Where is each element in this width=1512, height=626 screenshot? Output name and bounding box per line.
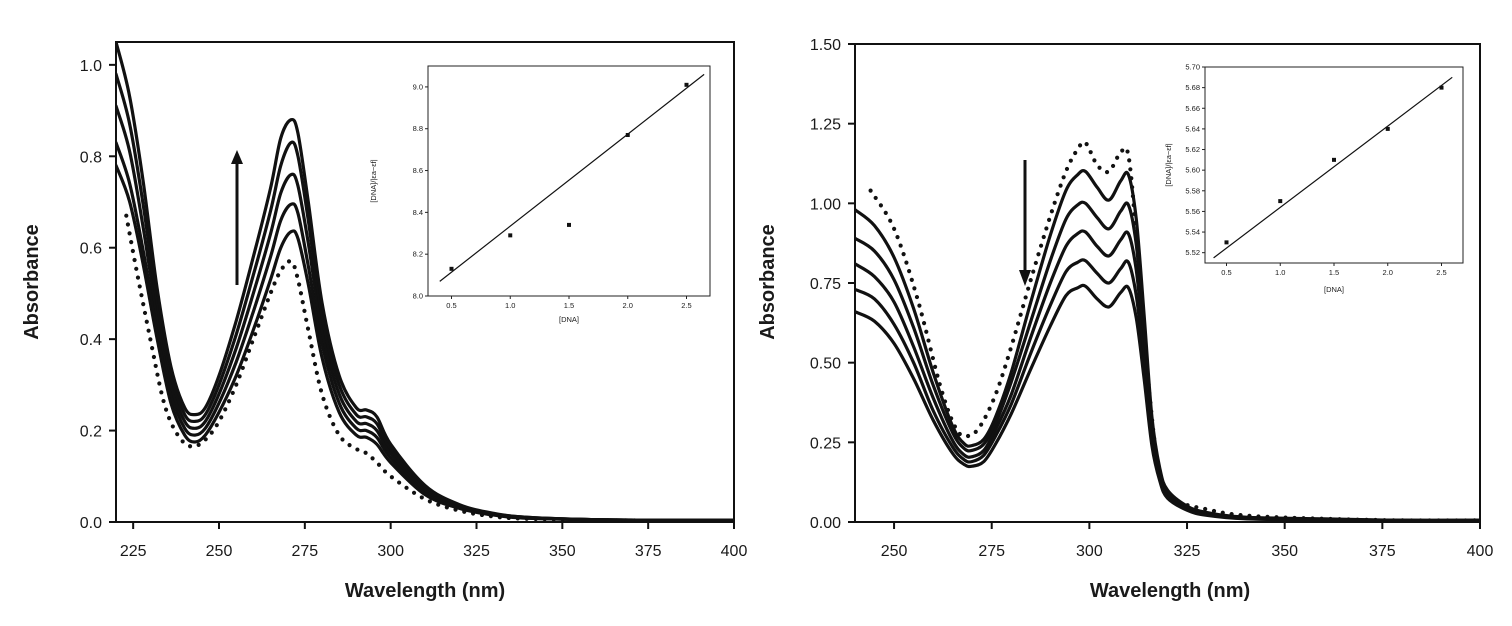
x-tick-label: 300	[377, 543, 404, 560]
y-tick-label: 0.50	[810, 356, 841, 373]
inset-x-tick-label: 2.5	[1436, 268, 1446, 277]
inset-chart: 0.5 1.0 1.5 2.0 2.5 5.52 5.54 5.56 5.58 5.60 5.62 5…	[1162, 58, 1470, 296]
y-tick-label: 1.25	[810, 117, 841, 134]
inset-background	[365, 56, 720, 352]
y-tick-label: 0.6	[80, 241, 102, 258]
inset-x-tick-label: 2.0	[623, 301, 633, 310]
inset-background	[1162, 58, 1470, 296]
x-tick-label: 225	[120, 543, 147, 560]
y-axis-title: Absorbance	[21, 224, 43, 340]
inset-data-point	[1385, 126, 1390, 131]
inset-data-point	[1278, 199, 1283, 204]
decrease-arrow-head	[1019, 270, 1031, 286]
inset-y-tick-label: 8.8	[413, 124, 423, 133]
inset-y-tick-label: 5.70	[1185, 63, 1200, 72]
x-axis-title: Wavelength (nm)	[1090, 580, 1250, 602]
series-line-4	[855, 258, 1480, 522]
series-dotted-free-compound	[124, 213, 734, 522]
y-tick-label: 0.00	[810, 515, 841, 532]
inset-y-tick-label: 8.2	[413, 250, 423, 259]
inset-x-tick-label: 1.5	[564, 301, 574, 310]
inset-x-tick-label: 0.5	[1221, 268, 1231, 277]
inset-y-tick-label: 5.64	[1185, 124, 1200, 133]
y-tick-label: 0.8	[80, 149, 102, 166]
y-tick-label: 0.25	[810, 435, 841, 452]
inset-data-point	[1224, 240, 1229, 245]
inset-y-tick-label: 5.66	[1185, 104, 1200, 113]
y-tick-label: 1.0	[80, 58, 102, 75]
inset-data-point	[508, 233, 513, 238]
x-tick-label: 250	[206, 543, 233, 560]
inset-y-label: [DNA]/|εa−εf|	[369, 159, 378, 202]
x-tick-label: 400	[1467, 543, 1494, 560]
inset-y-tick-label: 5.62	[1185, 145, 1200, 154]
x-axis-title: Wavelength (nm)	[345, 580, 505, 602]
x-tick-label: 400	[721, 543, 748, 560]
inset-x-tick-label: 1.0	[505, 301, 515, 310]
inset-fit-line	[439, 73, 705, 282]
series-line-5	[116, 42, 734, 522]
inset-data-point	[1439, 85, 1444, 90]
inset-data-point	[449, 266, 454, 271]
x-tick-label: 375	[1369, 543, 1396, 560]
inset-x-tick-label: 1.0	[1275, 268, 1285, 277]
inset-y-tick-label: 5.52	[1185, 248, 1200, 257]
inset-x-label: [DNA]	[559, 315, 579, 324]
inset-data-point	[684, 82, 689, 87]
series-line-5	[855, 283, 1480, 522]
x-tick-label: 350	[1271, 543, 1298, 560]
inset-marks: 0.5 1.0 1.5 2.0 2.5 5.52 5.54 5.56 5.58 5.60 5.62 5…	[1185, 63, 1453, 277]
series-dotted-free-compound	[868, 139, 1480, 522]
clipped-series	[116, 42, 734, 522]
y-tick-label: 1.50	[810, 37, 841, 54]
plot-frame	[115, 41, 735, 523]
inset-x-tick-label: 1.5	[1329, 268, 1339, 277]
inset-y-tick-label: 9.0	[413, 82, 423, 91]
inset-data-point	[1332, 157, 1336, 162]
x-tick-label: 325	[463, 543, 490, 560]
tick-group: 250 275 300 325 350 375 400 0.00 0.25 0.50 0.75 1.0…	[810, 37, 1494, 560]
inset-y-label: [DNA]/|εa−εf|	[1164, 143, 1173, 186]
inset-fit-line	[1213, 76, 1453, 259]
clipped-series	[855, 139, 1480, 522]
inset-x-tick-label: 0.5	[446, 301, 456, 310]
inset-y-tick-label: 5.58	[1185, 186, 1200, 195]
inset-x-label: [DNA]	[1324, 285, 1344, 294]
inset-data-point	[567, 222, 571, 227]
inset-chart: 0.5 1.0 1.5 2.0 2.58.08.28.48.68.89.0 [DNA] …	[365, 56, 720, 352]
y-tick-label: 0.0	[80, 515, 102, 532]
inset-data-point	[625, 133, 630, 137]
left-chart: 225 250 275 300 325 350 375 400 0.0 0.2 0.4 0.6 0.8 1…	[21, 41, 748, 602]
x-tick-label: 325	[1174, 543, 1201, 560]
y-axis-title: Absorbance	[757, 224, 779, 340]
y-tick-label: 0.75	[810, 276, 841, 293]
inset-x-tick-label: 2.0	[1383, 268, 1393, 277]
inset-y-tick-label: 5.60	[1185, 166, 1200, 175]
inset-y-tick-label: 8.0	[413, 292, 423, 301]
series-group	[855, 139, 1480, 522]
inset-y-tick-label: 8.4	[413, 208, 423, 217]
x-tick-label: 275	[291, 543, 318, 560]
y-tick-label: 0.2	[80, 424, 102, 441]
inset-y-tick-label: 8.6	[413, 166, 423, 175]
x-tick-label: 300	[1076, 543, 1103, 560]
increase-arrow-head	[231, 150, 243, 164]
tick-group: 225 250 275 300 325 350 375 400 0.0 0.2 0.4 0.6 0.8 1…	[80, 58, 748, 560]
series-group	[116, 42, 734, 522]
y-tick-label: 0.4	[80, 332, 102, 349]
x-tick-label: 250	[881, 543, 908, 560]
y-tick-label: 1.00	[810, 196, 841, 213]
inset-y-tick-label: 5.56	[1185, 207, 1200, 216]
right-chart: 250 275 300 325 350 375 400 0.00 0.25 0.50 0.75 1.0…	[757, 37, 1493, 602]
inset-y-tick-label: 5.68	[1185, 83, 1200, 92]
inset-marks: 0.5 1.0 1.5 2.0 2.5 8.0 8.2 8.4 8.6 8.8 9.0	[413, 73, 705, 310]
x-tick-label: 350	[549, 543, 576, 560]
inset-y-tick-label: 5.54	[1185, 228, 1200, 237]
x-tick-label: 275	[978, 543, 1005, 560]
x-tick-label: 375	[635, 543, 662, 560]
inset-x-tick-label: 2.5	[681, 301, 691, 310]
